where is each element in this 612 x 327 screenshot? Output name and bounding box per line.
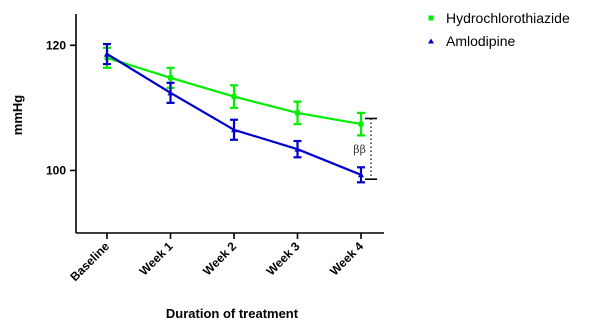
x-tick-label-week-4: Week 4 — [327, 239, 366, 278]
point-amlodipine-week-1 — [167, 89, 174, 96]
x-tick-label-baseline: Baseline — [67, 239, 112, 284]
series-layer — [103, 42, 365, 184]
legend: Hydrochlorothiazide Amlodipine — [428, 10, 570, 49]
point-amlodipine-week-2 — [231, 126, 237, 133]
axes: 100 120 Baseline Week 1 Week 2 Week 3 Week 4 — [46, 14, 384, 284]
y-tick-label-100: 100 — [46, 163, 66, 177]
point-hydrochlorothiazide-week-3 — [295, 110, 300, 116]
point-amlodipine-week-3 — [294, 146, 301, 152]
y-tick-label-120: 120 — [46, 38, 66, 52]
legend-label-amlodipine: Amlodipine — [446, 33, 515, 49]
x-tick-label-week-3: Week 3 — [264, 239, 303, 278]
point-hydrochlorothiazide-week-2 — [231, 94, 237, 100]
annotation-layer: ββ — [353, 117, 377, 180]
point-hydrochlorothiazide-week-4 — [358, 121, 364, 127]
series-amlodipine — [103, 42, 365, 184]
legend-marker-hydrochlorothiazide — [428, 15, 434, 21]
series-line-amlodipine — [106, 53, 362, 176]
x-tick-label-week-1: Week 1 — [137, 239, 176, 278]
point-amlodipine-week-4 — [358, 171, 364, 178]
point-amlodipine-baseline — [104, 51, 110, 57]
legend-marker-amlodipine — [428, 38, 434, 44]
point-hydrochlorothiazide-week-1 — [168, 75, 173, 81]
legend-label-hydrochlorothiazide: Hydrochlorothiazide — [446, 10, 570, 26]
y-axis-title: mmHg — [10, 95, 25, 136]
x-tick-label-week-2: Week 2 — [200, 239, 239, 278]
x-axis-title: Duration of treatment — [166, 306, 299, 321]
annotation-label: ββ — [353, 143, 366, 156]
